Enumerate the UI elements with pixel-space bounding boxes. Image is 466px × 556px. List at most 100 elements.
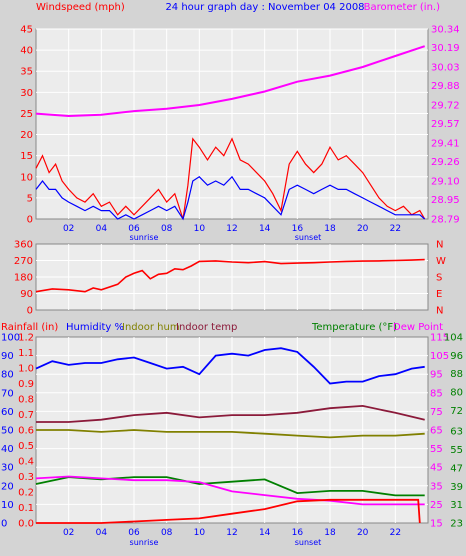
legend-indoor-hum: Indoor hum	[122, 322, 180, 333]
wind-tick-label: 5	[27, 193, 33, 204]
wind-tick-label: 0	[27, 215, 33, 226]
wind-series-line	[35, 175, 426, 221]
x-tick-label: 14	[259, 528, 271, 538]
dewpoint-tick-label: 55	[430, 444, 443, 455]
dewpoint-tick-label: 45	[430, 463, 443, 474]
humidity-tick-label: 90	[1, 351, 14, 362]
chart-title: 24 hour graph day : November 04 2008	[165, 2, 364, 13]
direction-series-line	[35, 258, 425, 293]
compass-tick-label: N	[436, 240, 443, 251]
x-tick-label: 10	[194, 224, 206, 234]
rain-tick-label: 0.7	[18, 410, 34, 421]
temperature-tick-label: 104	[444, 333, 463, 344]
legend-humidity: Humidity %	[66, 322, 124, 333]
barometer-tick-label: 29.72	[431, 101, 460, 112]
climate-series-line	[35, 476, 425, 497]
humidity-tick-label: 30	[1, 463, 14, 474]
dewpoint-tick-label: 15	[430, 519, 443, 530]
sunset-label-top: sunset	[295, 233, 322, 242]
rain-tick-label: 0.6	[18, 426, 34, 437]
humidity-tick-label: 70	[1, 388, 14, 399]
dewpoint-tick-label: 35	[430, 481, 443, 492]
wind-tick-label: 30	[20, 88, 33, 99]
sunrise-label-top: sunrise	[130, 233, 159, 242]
x-tick-label: 22	[390, 528, 401, 538]
legend-temperature: Temperature (°F)	[311, 322, 397, 333]
wind-tick-label: 20	[20, 130, 33, 141]
dewpoint-tick-label: 75	[430, 407, 443, 418]
rain-tick-label: 0.0	[18, 519, 34, 530]
x-tick-label: 22	[390, 224, 401, 234]
wind-series-line	[35, 137, 426, 220]
humidity-tick-label: 100	[1, 333, 20, 344]
x-tick-label: 16	[292, 224, 304, 234]
direction-tick-label: 90	[20, 289, 33, 300]
compass-tick-label: W	[436, 256, 446, 267]
temperature-tick-label: 72	[450, 406, 463, 417]
wind-tick-label: 25	[20, 109, 33, 120]
dewpoint-tick-label: 85	[430, 388, 443, 399]
humidity-tick-label: 60	[1, 407, 14, 418]
compass-tick-label: N	[436, 306, 443, 317]
barometer-tick-label: 29.57	[431, 119, 460, 130]
legend-indoor-temp: Indoor temp	[176, 322, 237, 333]
humidity-tick-label: 0	[1, 519, 7, 530]
x-tick-label: 20	[357, 224, 369, 234]
rain-tick-label: 0.1	[18, 503, 34, 514]
humidity-tick-label: 50	[1, 426, 14, 437]
rain-tick-label: 0.8	[18, 395, 34, 406]
rainfall-axis-label: Rainfall (in)	[1, 322, 58, 333]
sunrise-label-bottom: sunrise	[130, 538, 159, 547]
climate-series-line	[35, 347, 425, 385]
x-tick-label: 16	[292, 528, 304, 538]
x-tick-label: 14	[259, 224, 271, 234]
compass-tick-label: S	[436, 273, 442, 284]
x-tick-label: 10	[194, 528, 206, 538]
x-tick-label: 18	[324, 528, 336, 538]
wind-tick-label: 35	[20, 67, 33, 78]
dewpoint-tick-label: 105	[430, 351, 449, 362]
rain-tick-label: 0.5	[18, 441, 34, 452]
barometer-tick-label: 29.26	[431, 157, 460, 168]
temperature-tick-label: 63	[450, 427, 463, 438]
rain-tick-label: 0.4	[18, 457, 34, 468]
dewpoint-tick-label: 95	[430, 370, 443, 381]
barometer-tick-label: 29.41	[431, 139, 460, 150]
barometer-tick-label: 28.95	[431, 195, 460, 206]
wind-series-line	[35, 45, 426, 118]
x-tick-label: 08	[161, 224, 173, 234]
temperature-tick-label: 55	[450, 445, 463, 456]
windspeed-axis-label: Windspeed (mph)	[36, 2, 125, 13]
rain-tick-label: 1.1	[18, 348, 34, 359]
dewpoint-tick-label: 115	[430, 333, 449, 344]
climate-series-line	[36, 404, 425, 423]
wind-tick-label: 40	[20, 46, 33, 57]
sunset-label-bottom: sunset	[295, 538, 322, 547]
temperature-tick-label: 88	[450, 369, 463, 380]
rain-tick-label: 1.0	[18, 364, 34, 375]
dewpoint-tick-label: 25	[430, 500, 443, 511]
x-tick-label: 18	[324, 224, 336, 234]
climate-series-line	[35, 475, 425, 506]
x-tick-label: 08	[161, 528, 173, 538]
direction-tick-label: 270	[14, 256, 33, 267]
x-tick-label: 20	[357, 528, 369, 538]
temperature-tick-label: 80	[450, 388, 463, 399]
climate-series-line	[36, 498, 421, 524]
barometer-tick-label: 30.34	[431, 25, 460, 36]
barometer-tick-label: 30.19	[431, 43, 460, 54]
wind-tick-label: 10	[20, 172, 33, 183]
climate-series-line	[36, 429, 425, 439]
x-tick-label: 06	[128, 528, 140, 538]
humidity-tick-label: 10	[1, 500, 14, 511]
x-tick-label: 04	[96, 224, 108, 234]
x-tick-label: 12	[226, 224, 237, 234]
x-tick-label: 02	[63, 528, 74, 538]
direction-tick-label: 180	[14, 273, 33, 284]
x-tick-label: 04	[96, 528, 108, 538]
rain-tick-label: 0.9	[18, 379, 34, 390]
x-tick-label: 12	[226, 528, 237, 538]
series-lines	[35, 45, 426, 524]
rain-tick-label: 1.2	[18, 333, 34, 344]
